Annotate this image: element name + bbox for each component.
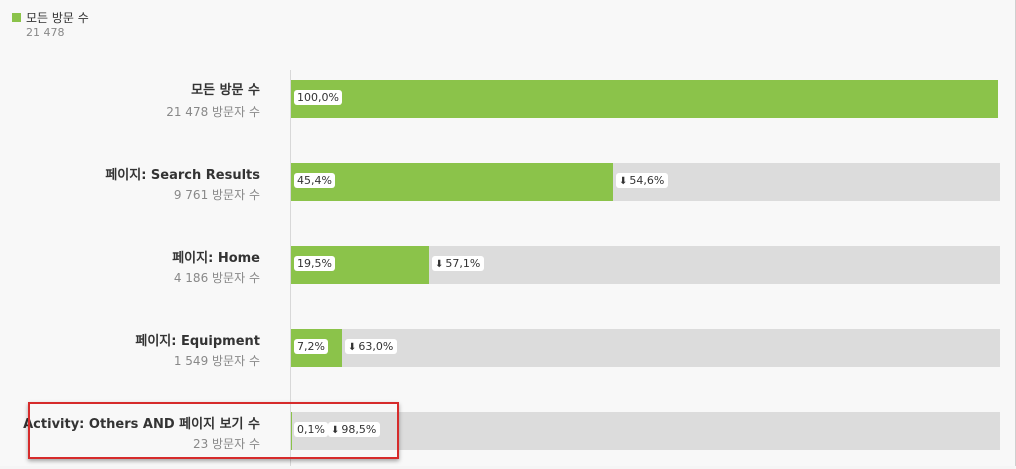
bar-fill[interactable] <box>291 163 613 201</box>
down-arrow-icon: ⬇ <box>435 259 444 270</box>
dropoff-value: 54,6% <box>629 174 665 187</box>
step-label: Activity: Others AND 페이지 보기 수 <box>23 417 260 432</box>
step-label: 모든 방문 수 <box>191 83 260 98</box>
fallout-step[interactable]: Activity: Others AND 페이지 보기 수 23 방문자 수 0,1… <box>0 409 1015 469</box>
bar-track: 100,0% <box>291 80 998 118</box>
down-arrow-icon: ⬇ <box>348 342 357 353</box>
fallout-step[interactable]: 모든 방문 수 21 478 방문자 수 100,0% <box>0 77 1015 137</box>
down-arrow-icon: ⬇ <box>619 176 628 187</box>
dropoff-value: 63,0% <box>358 340 394 353</box>
step-label: 페이지: Search Results <box>105 168 260 183</box>
percent-label: 7,2% <box>294 339 328 354</box>
fallout-step[interactable]: 페이지: Equipment 1 549 방문자 수 7,2% ⬇ 63,0% <box>0 326 1015 386</box>
dropoff-label: ⬇ 57,1% <box>432 256 485 271</box>
step-label: 페이지: Home <box>172 251 260 266</box>
bar-fill[interactable] <box>291 412 292 450</box>
percent-label: 0,1% <box>294 422 328 437</box>
legend-value: 21 478 <box>26 26 65 39</box>
step-label: 페이지: Equipment <box>135 334 260 349</box>
dropoff-value: 57,1% <box>445 257 481 270</box>
dropoff-value: 98,5% <box>341 423 377 436</box>
percent-label: 19,5% <box>294 256 335 271</box>
percent-label: 100,0% <box>294 90 342 105</box>
dropoff-label: ⬇ 54,6% <box>616 173 669 188</box>
bar-track: 19,5% ⬇ 57,1% <box>291 246 1000 284</box>
bar-fill[interactable] <box>291 80 998 118</box>
fallout-step[interactable]: 페이지: Home 4 186 방문자 수 19,5% ⬇ 57,1% <box>0 243 1015 303</box>
down-arrow-icon: ⬇ <box>331 425 340 436</box>
highlight-box <box>28 402 399 459</box>
dropoff-label: ⬇ 63,0% <box>345 339 398 354</box>
fallout-step[interactable]: 페이지: Search Results 9 761 방문자 수 45,4% ⬇ 54,6… <box>0 160 1015 220</box>
bar-track: 0,1% ⬇ 98,5% <box>291 412 1000 450</box>
dropoff-label: ⬇ 98,5% <box>328 422 381 437</box>
step-count: 23 방문자 수 <box>192 437 260 451</box>
bar-track: 7,2% ⬇ 63,0% <box>291 329 1000 367</box>
legend-label: 모든 방문 수 <box>26 11 89 25</box>
step-count: 1 549 방문자 수 <box>173 354 260 368</box>
percent-label: 45,4% <box>294 173 335 188</box>
step-count: 21 478 방문자 수 <box>166 105 260 119</box>
legend-swatch <box>12 13 21 22</box>
step-count: 4 186 방문자 수 <box>173 271 260 285</box>
bar-track: 45,4% ⬇ 54,6% <box>291 163 1000 201</box>
step-count: 9 761 방문자 수 <box>173 188 260 202</box>
axis-line <box>290 70 291 466</box>
